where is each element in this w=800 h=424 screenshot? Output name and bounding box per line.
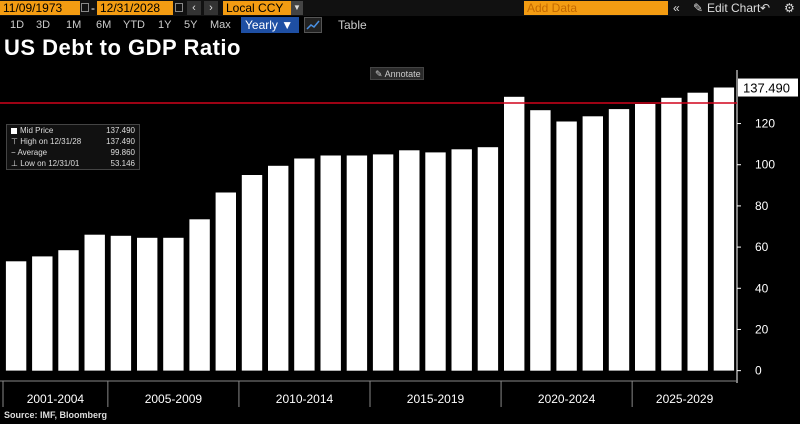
legend-value: 53.146 [110,159,135,168]
date-separator: - [91,1,95,15]
y-tick-label: 100 [755,158,775,172]
bar-2018 [451,149,472,371]
y-tick-label: 0 [755,364,762,378]
bar-2027 [687,92,708,371]
x-group-label: 2005-2009 [145,392,203,406]
bar-2020 [504,96,525,371]
y-tick-label: 120 [755,117,775,131]
frequency-label: Yearly [245,18,278,32]
bar-2002 [32,256,53,371]
prev-period-button[interactable]: ‹ [187,1,201,15]
collapse-icon[interactable]: « [673,1,680,15]
chart-title: US Debt to GDP Ratio [4,35,241,60]
y-tick-label: 60 [755,240,769,254]
legend-value: 137.490 [106,137,135,146]
bar-2003 [58,250,79,371]
bar-2022 [556,121,577,371]
legend-value: 99.860 [110,148,135,157]
legend-row-mid-price: Mid Price 137.490 [11,126,139,136]
bar-2007 [163,237,184,371]
annotate-button[interactable]: ✎ Annotate [370,67,424,80]
currency-dropdown-icon[interactable]: ▼ [291,1,303,15]
start-date-field[interactable]: 11/09/1973 [0,1,80,15]
chart-type-icon[interactable] [304,17,322,33]
period-1y[interactable]: 1Y [158,19,172,31]
x-group-label: 2010-2014 [276,392,334,406]
bar-2017 [425,152,446,371]
bar-2011 [268,165,289,371]
pencil-icon: ✎ [375,69,383,79]
frequency-dropdown-icon: ▼ [281,18,294,32]
edit-chart-button[interactable]: Edit Chart [707,1,761,15]
end-date-field[interactable]: 12/31/2028 [97,1,173,15]
currency-select[interactable]: Local CCY [223,1,291,15]
start-calendar-icon[interactable] [81,3,89,12]
legend-row-average: − Average 99.860 [11,148,139,158]
legend-label: Average [17,148,48,157]
x-group-label: 2025-2029 [656,392,714,406]
period-5y[interactable]: 5Y [184,19,198,31]
period-3d[interactable]: 3D [36,19,51,31]
toolbar: 11/09/1973 - 12/31/2028 ‹ › Local CCY ▼ … [0,0,800,34]
period-1m[interactable]: 1M [66,19,82,31]
period-ytd[interactable]: YTD [123,19,145,31]
y-tick-label: 40 [755,281,769,295]
x-group-label: 2020-2024 [538,392,596,406]
bar-2023 [582,116,603,371]
period-max[interactable]: Max [210,19,231,31]
bar-2015 [372,154,394,371]
bar-2001 [5,261,27,371]
last-value-label: 137.490 [743,81,790,96]
x-group-label: 2015-2019 [407,392,465,406]
bar-2026 [661,97,682,371]
legend-swatch [11,127,17,134]
average-marker-icon: − [11,148,16,157]
bar-2016 [399,150,420,371]
legend-box: Mid Price 137.490 ⊤ High on 12/31/28 137… [6,124,140,170]
bar-2025 [635,104,656,371]
legend-label: Mid Price [20,126,54,135]
legend-label: High on 12/31/28 [20,137,82,146]
legend-label: Low on 12/31/01 [20,159,80,168]
bar-2013 [320,155,341,371]
frequency-select[interactable]: Yearly ▼ [241,17,299,33]
bar-2014 [346,155,368,371]
y-tick-label: 80 [755,199,769,213]
next-period-button[interactable]: › [204,1,218,15]
high-marker-icon: ⊤ [11,137,18,146]
table-toggle[interactable]: Table [338,18,367,32]
bar-2028 [713,87,735,371]
bar-2006 [137,237,158,371]
bar-2009 [215,192,236,371]
undo-icon[interactable]: ↶ [760,1,771,15]
legend-row-low: ⊥ Low on 12/31/01 53.146 [11,159,139,169]
settings-icon[interactable]: ⚙ [784,1,795,15]
edit-chart-icon[interactable]: ✎ [693,1,704,15]
period-6m[interactable]: 6M [96,19,112,31]
bar-2021 [530,110,551,371]
bar-2012 [294,158,315,371]
toolbar-row-bottom [0,16,800,34]
legend-row-high: ⊤ High on 12/31/28 137.490 [11,137,139,147]
period-1d[interactable]: 1D [10,19,25,31]
y-tick-label: 20 [755,322,769,336]
bar-2019 [477,147,499,371]
legend-value: 137.490 [106,126,135,135]
end-calendar-icon[interactable] [175,3,183,12]
low-marker-icon: ⊥ [11,159,18,168]
bar-2004 [84,234,105,371]
bar-2005 [110,235,132,371]
bar-2024 [608,109,630,371]
last-value-box [738,78,798,97]
add-data-input[interactable]: Add Data [524,1,668,15]
bar-2008 [189,219,210,371]
bar-2010 [241,175,263,371]
x-group-label: 2001-2004 [27,392,85,406]
source-note: Source: IMF, Bloomberg [4,410,108,420]
annotate-label: Annotate [384,69,421,79]
